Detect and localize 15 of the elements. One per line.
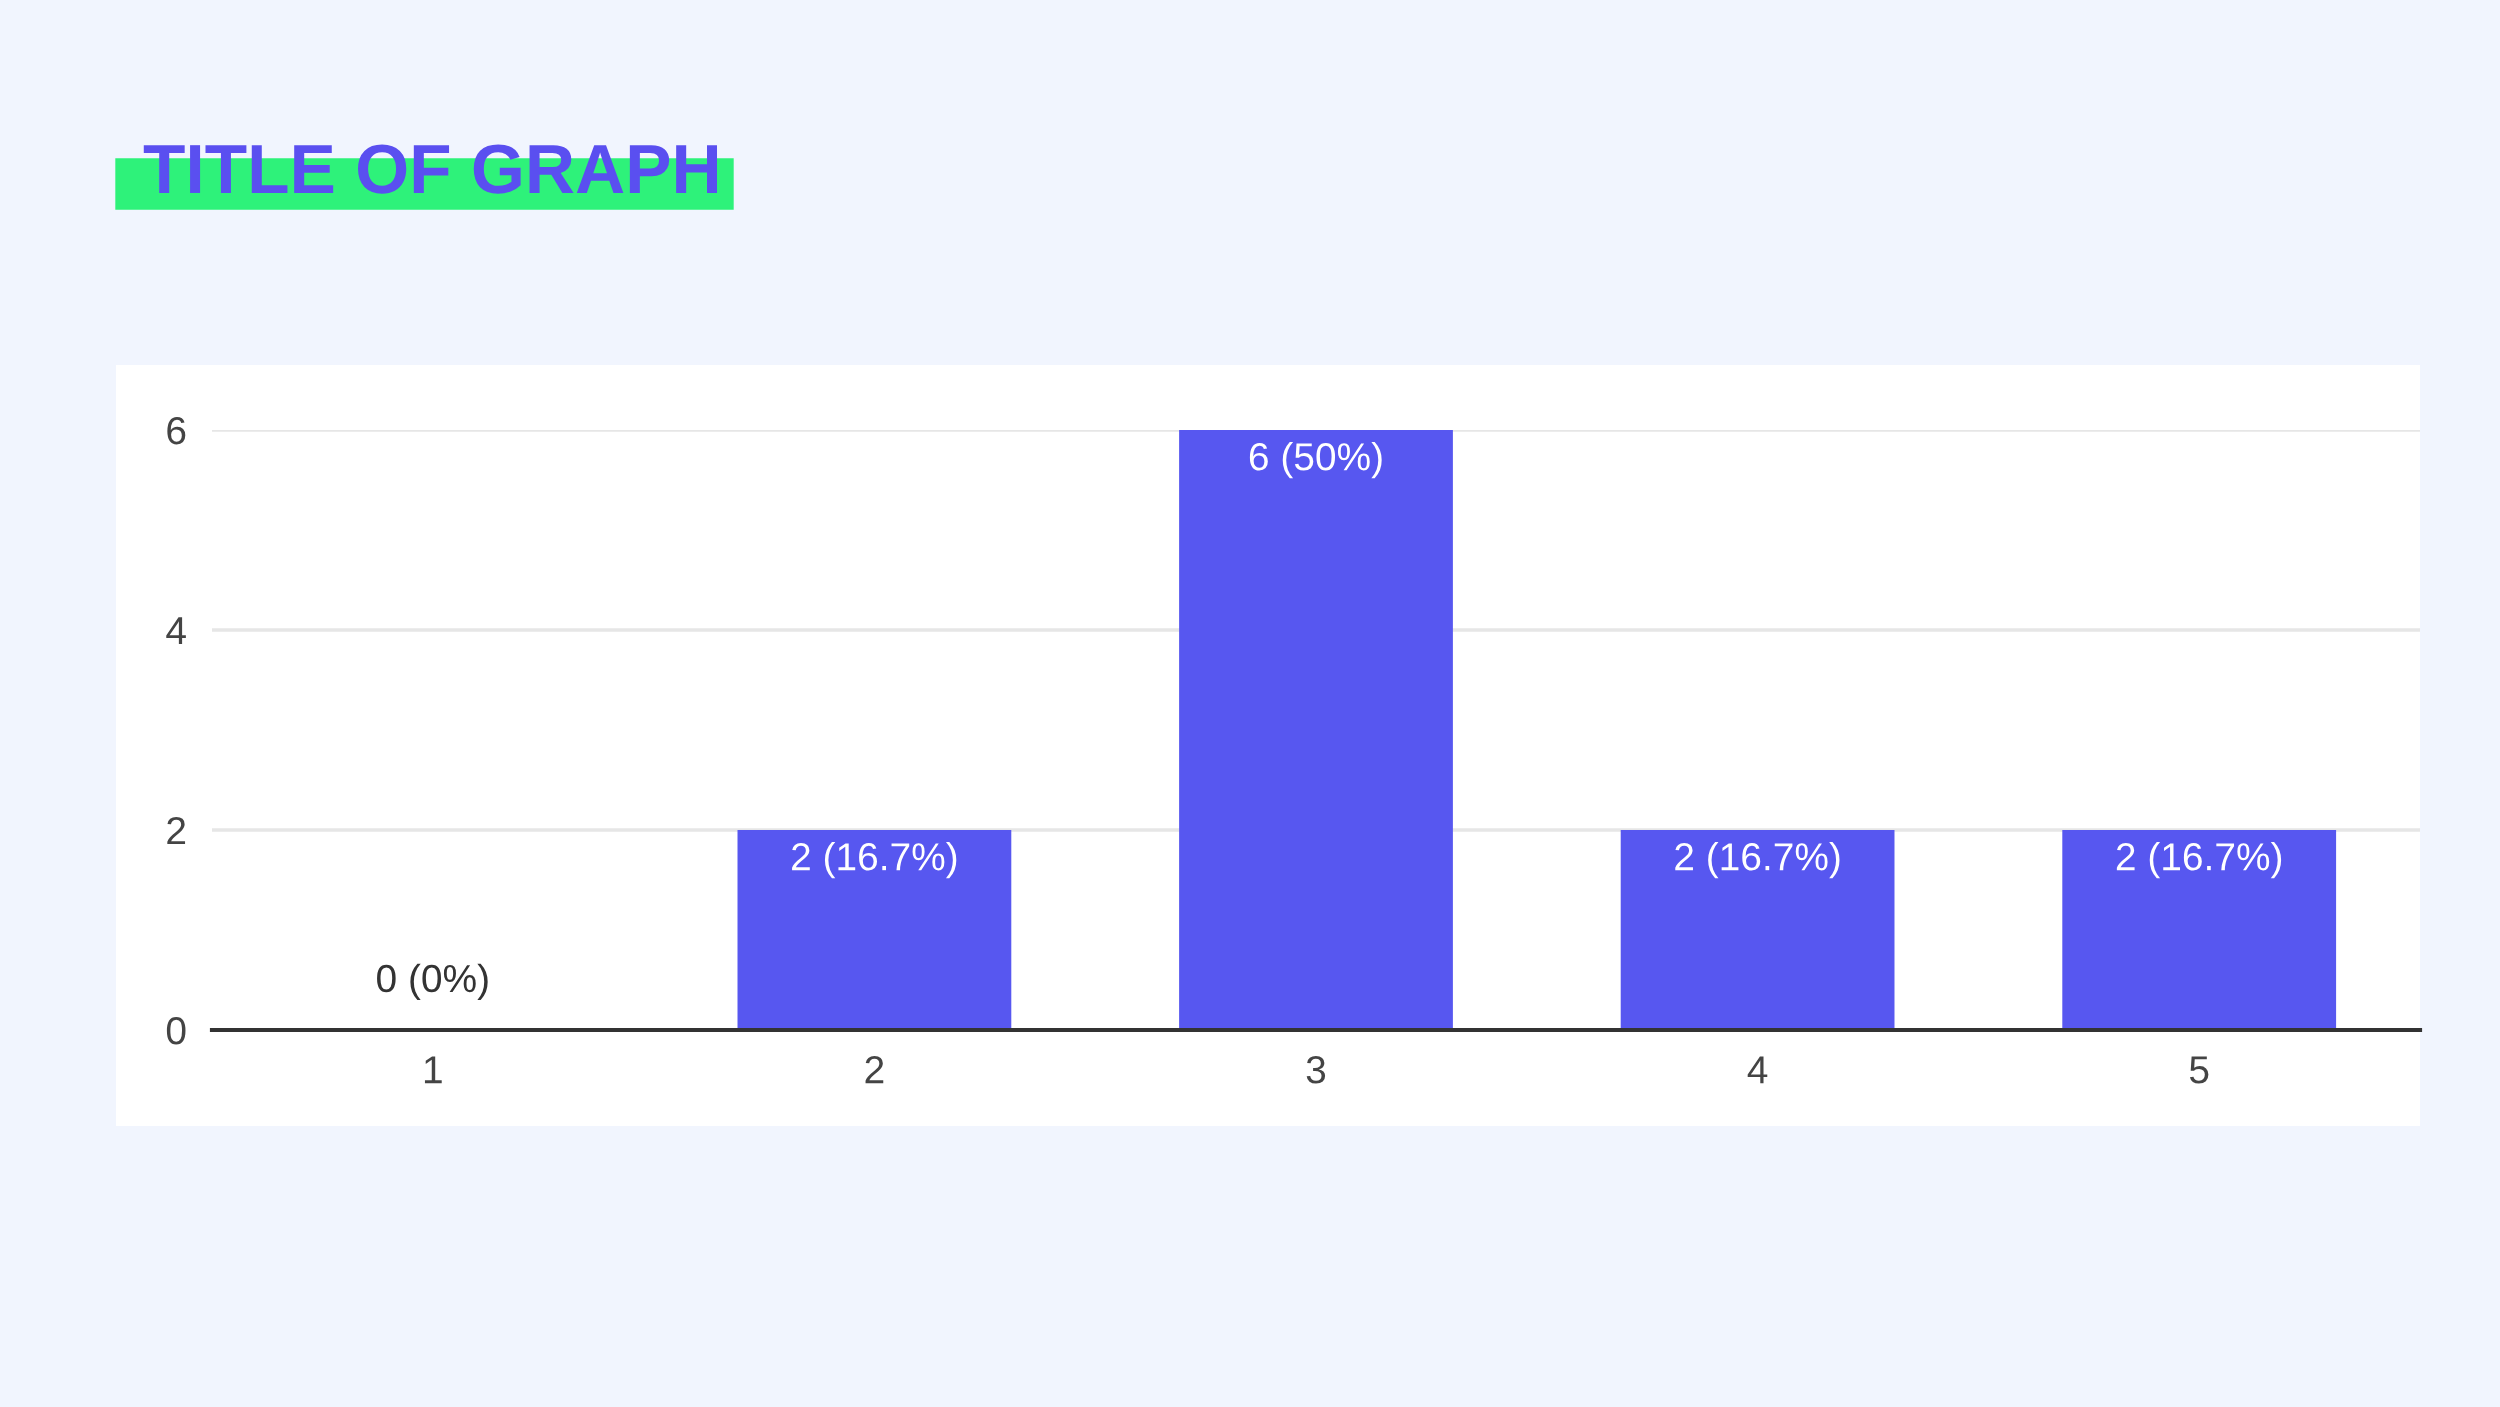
y-tick-label: 4 (166, 617, 186, 645)
x-tick-label: 1 (424, 1056, 442, 1084)
x-tick-label: 2 (865, 1056, 884, 1084)
x-tick-label: 3 (1306, 1056, 1326, 1084)
data-label: 6 (50%) (1249, 442, 1382, 479)
data-label: 2 (16.7%) (2116, 842, 2282, 879)
data-label: 2 (16.7%) (1675, 842, 1840, 879)
y-tick-label: 0 (166, 1016, 186, 1045)
data-label: 2 (16.7%) (792, 842, 957, 879)
x-tick-label: 4 (1747, 1056, 1768, 1084)
x-tick-label: 5 (2189, 1056, 2209, 1084)
data-label: 0 (0%) (377, 963, 488, 1000)
y-tick-label: 2 (167, 816, 186, 845)
y-tick-label: 6 (167, 416, 186, 445)
chart-title: TITLE OF GRAPH (143, 144, 718, 194)
